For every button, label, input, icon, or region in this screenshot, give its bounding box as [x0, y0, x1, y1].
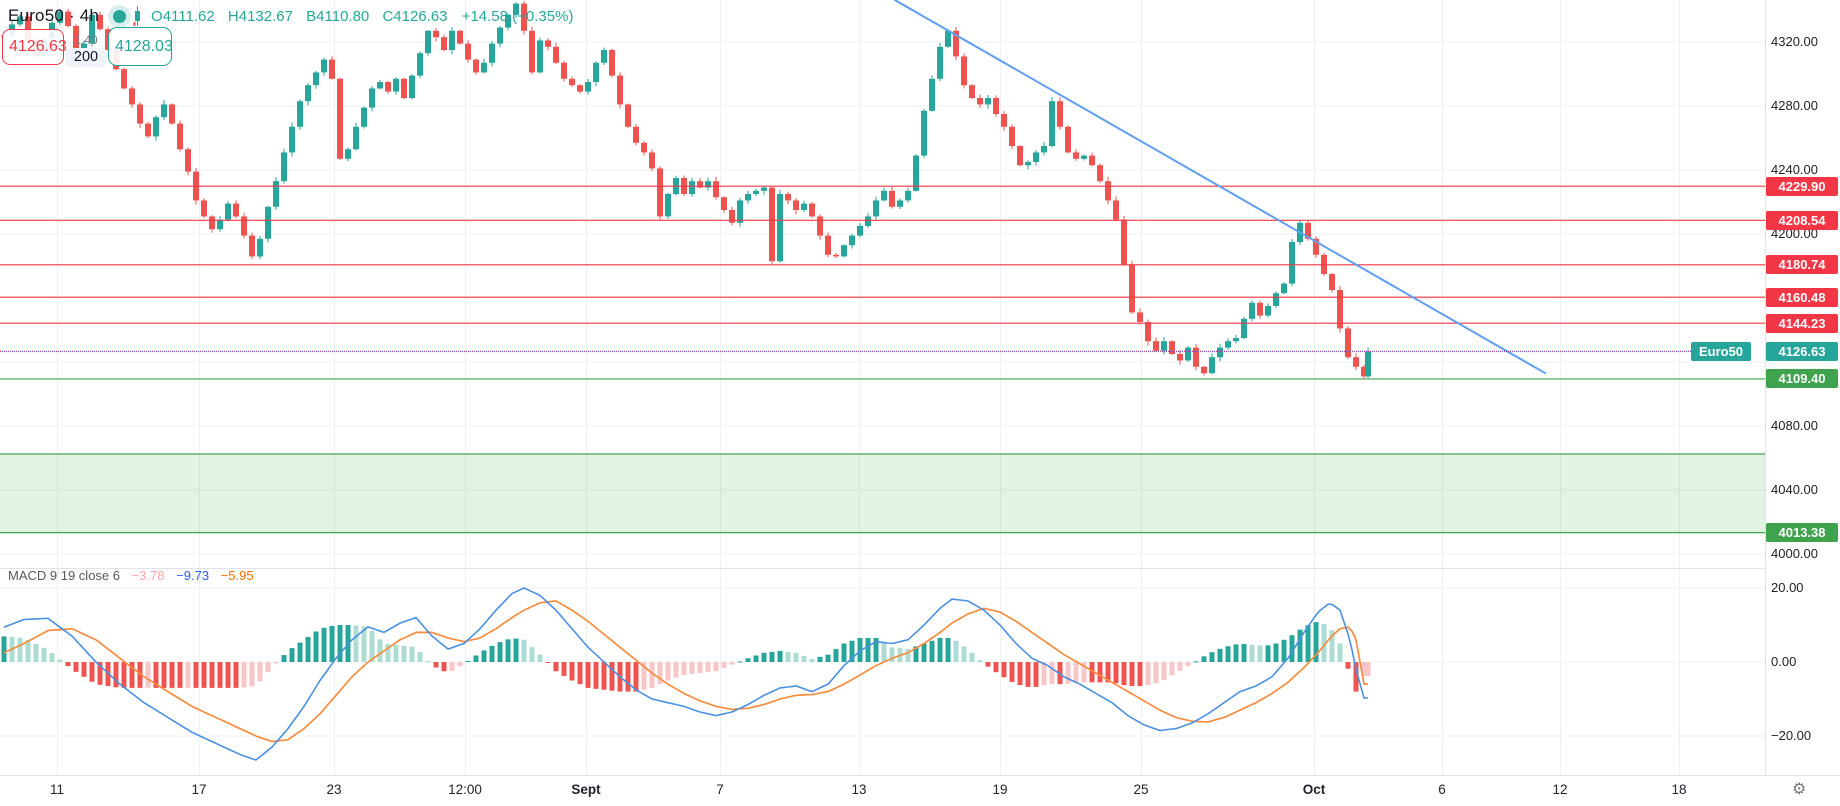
demand-zone[interactable] [0, 453, 1765, 534]
price-tick-label: 4040.00 [1771, 482, 1818, 497]
resistance-price-badge: 4144.23 [1766, 313, 1838, 333]
open-value: 4111.62 [162, 7, 215, 25]
macd-histogram-value: −3.78 [131, 568, 165, 583]
price-axis[interactable]: 4320.00 4280.00 4240.00 4200.00 4080.00 4040.… [1766, 0, 1840, 775]
low-label: B [306, 7, 317, 25]
time-label: 19 [992, 782, 1008, 797]
time-label: 12 [1552, 782, 1568, 797]
current-symbol-tag: Euro50 [1691, 342, 1751, 361]
macd-tick-label: 20.00 [1771, 580, 1804, 595]
ohlc-readout: O4111.62 H4132.67 B4110.80 C4126.63 +14.… [151, 8, 573, 25]
macd-legend[interactable]: MACD 9 19 close 6 −3.78 −9.73 −5.95 [8, 568, 254, 583]
time-label: Oct [1302, 782, 1326, 797]
time-label: 17 [191, 782, 207, 797]
macd-signal-value: −5.95 [220, 568, 254, 583]
macd-tick-label: 0.00 [1771, 654, 1797, 669]
resistance-price-badge: 4160.48 [1766, 287, 1838, 307]
time-label: 25 [1133, 782, 1149, 797]
time-label: Sept [571, 782, 601, 797]
price-tick-label: 4280.00 [1771, 98, 1818, 113]
spread-indicator: 1.40 200 [66, 26, 106, 67]
resistance-price-badge: 4180.74 [1766, 255, 1838, 275]
macd-line [3, 587, 1368, 761]
buy-button[interactable]: 4128.03 [108, 27, 173, 66]
macd-line-value: −9.73 [176, 568, 210, 583]
support-price-badge: 4109.40 [1766, 369, 1838, 389]
macd-tick-label: −20.00 [1771, 728, 1812, 743]
time-label: 6 [1438, 782, 1446, 797]
mini-candle-icon [133, 5, 142, 27]
time-label: 18 [1671, 782, 1687, 797]
macd-histogram [1, 622, 1371, 692]
spread-value: 1.40 [74, 33, 98, 47]
gridlines [0, 0, 1765, 779]
resistance-price-badge: 4208.54 [1766, 210, 1838, 230]
high-value: 4132.67 [238, 7, 293, 25]
trade-panel: 4126.63 1.40 200 4128.03 [2, 26, 173, 67]
volume-selector[interactable]: 200 [66, 48, 106, 67]
time-label: 7 [716, 782, 724, 797]
live-dot-icon[interactable] [113, 9, 127, 23]
support-price-badge: 4013.38 [1766, 523, 1838, 543]
time-label: 13 [851, 782, 867, 797]
macd-legend-title: MACD 9 19 close 6 [8, 568, 120, 583]
settings-gear-icon[interactable]: ⚙ [1792, 781, 1807, 798]
price-tick-label: 4080.00 [1771, 418, 1818, 433]
close-value: 4126.63 [393, 7, 448, 25]
time-label: 11 [49, 782, 65, 797]
price-tick-label: 4320.00 [1771, 34, 1818, 49]
price-tick-label: 4240.00 [1771, 162, 1818, 177]
resistance-price-badge: 4229.90 [1766, 176, 1838, 196]
close-label: C [382, 7, 394, 25]
symbol-title[interactable]: Euro50 · 4h [8, 6, 100, 25]
time-axis[interactable]: 11 17 23 12:00 Sept 7 13 19 25 Oct 6 12 18 [0, 776, 1840, 806]
high-label: H [227, 7, 239, 25]
descending-trendline[interactable] [894, 0, 1546, 375]
macd-signal-line [3, 600, 1368, 743]
low-value: 4110.80 [316, 7, 370, 25]
current-price-badge: 4126.63 [1766, 342, 1838, 361]
time-label: 12:00 [448, 782, 482, 797]
price-tick-label: 4000.00 [1771, 546, 1818, 561]
price-levels[interactable] [0, 185, 1765, 380]
time-label: 23 [326, 782, 342, 797]
open-label: O [151, 7, 163, 25]
change-value: +14.58 (+0.35%) [461, 7, 574, 25]
symbol-header: Euro50 · 4h O4111.62 H4132.67 B4110.80 C… [8, 3, 573, 29]
sell-button[interactable]: 4126.63 [2, 29, 67, 65]
candles [1, 1, 1371, 379]
